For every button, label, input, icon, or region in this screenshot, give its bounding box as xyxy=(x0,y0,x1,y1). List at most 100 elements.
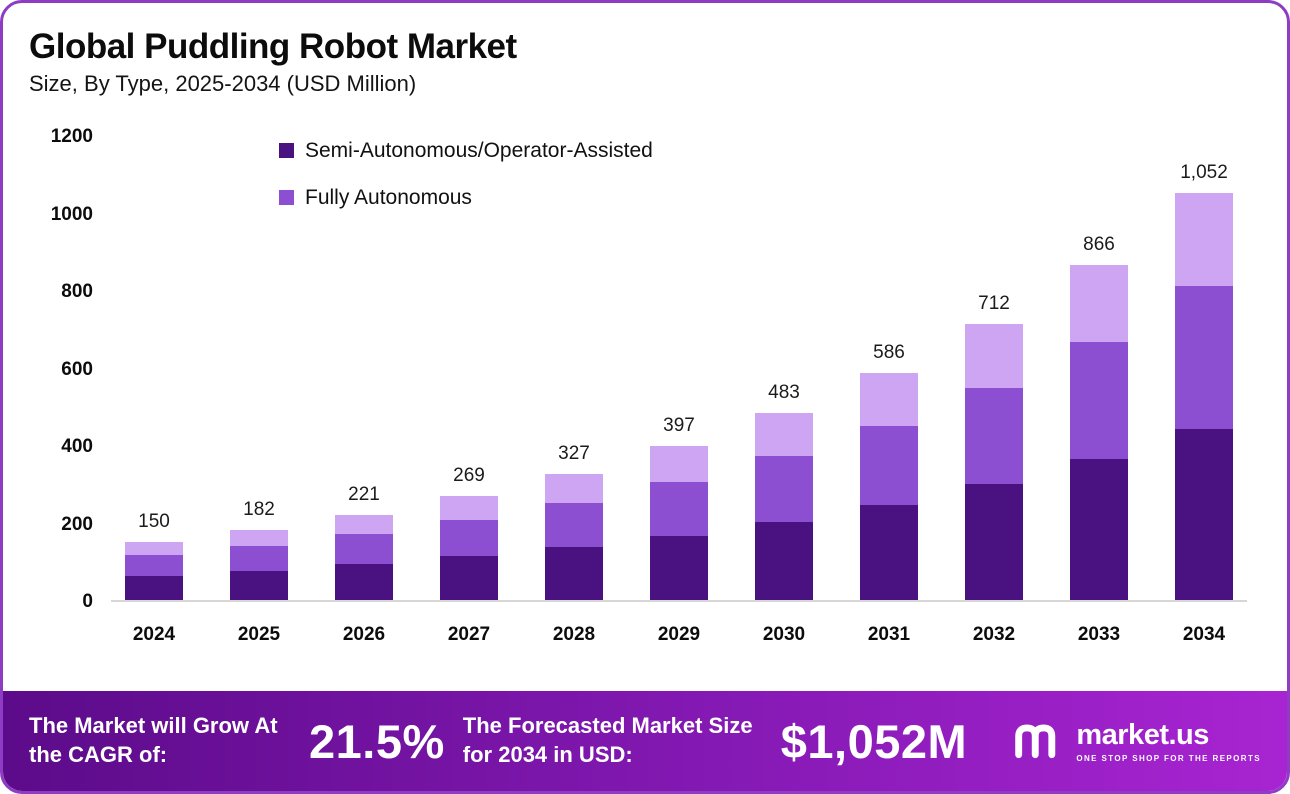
y-tick-label: 1000 xyxy=(50,203,93,225)
header: Global Puddling Robot Market Size, By Ty… xyxy=(3,3,1287,97)
legend-item: Semi-Autonomous/Operator-Assisted xyxy=(279,137,719,166)
bar-stack xyxy=(440,496,498,601)
bar-value-label: 221 xyxy=(348,483,380,505)
bar-segment-3 xyxy=(755,413,813,457)
x-axis-label: 2028 xyxy=(552,624,596,646)
bar-stack xyxy=(1175,192,1233,601)
legend-swatch xyxy=(279,190,294,206)
bar-group: 269 2027 xyxy=(440,465,498,645)
bar-group: 483 2030 xyxy=(755,382,813,645)
bar-stack xyxy=(650,446,708,601)
bar-stack xyxy=(335,514,393,601)
x-axis-label: 2024 xyxy=(132,624,176,646)
bar-value-label: 483 xyxy=(768,382,800,404)
bar-segment-3 xyxy=(335,514,393,535)
bar-group: 327 2028 xyxy=(545,442,603,645)
bar-segment-1 xyxy=(440,556,498,601)
plot-area: Semi-Autonomous/Operator-Assisted Fully A… xyxy=(111,137,1247,645)
x-axis-label: 2027 xyxy=(447,624,491,646)
bar-group: 712 2032 xyxy=(965,293,1023,645)
bar-group: 866 2033 xyxy=(1070,233,1128,645)
page-title: Global Puddling Robot Market xyxy=(29,27,517,66)
bar-segment-2 xyxy=(1070,341,1128,460)
bar-segment-2 xyxy=(860,425,918,505)
bar-stack xyxy=(125,542,183,601)
x-axis-label: 2031 xyxy=(867,624,911,646)
x-axis-label: 2032 xyxy=(972,624,1016,646)
bar-segment-1 xyxy=(335,564,393,601)
x-axis-label: 2025 xyxy=(237,624,281,646)
bar-segment-3 xyxy=(125,542,183,556)
bar-segment-2 xyxy=(335,534,393,565)
brand-name: market.us xyxy=(1076,719,1209,751)
bar-segment-2 xyxy=(230,546,288,571)
bar-group: 397 2029 xyxy=(650,415,708,645)
legend-label: Fully Autonomous xyxy=(305,186,472,210)
bar-segment-3 xyxy=(860,373,918,426)
y-tick-label: 0 xyxy=(82,591,93,613)
bar-segment-3 xyxy=(1070,264,1128,342)
bar-segment-3 xyxy=(545,473,603,503)
chart-legend: Semi-Autonomous/Operator-Assisted Fully A… xyxy=(279,137,719,213)
bar-value-label: 269 xyxy=(453,465,485,487)
x-axis-label: 2034 xyxy=(1182,624,1226,646)
bar-segment-3 xyxy=(650,446,708,482)
cagr-value: 21.5% xyxy=(309,714,445,768)
bar-stack xyxy=(230,529,288,601)
bar-group: 150 2024 xyxy=(125,511,183,645)
page-subtitle: Size, By Type, 2025-2034 (USD Million) xyxy=(29,71,417,97)
bar-value-label: 1,052 xyxy=(1180,161,1228,183)
forecast-value: $1,052M xyxy=(780,714,968,768)
legend-label: Semi-Autonomous/Operator-Assisted xyxy=(305,139,653,163)
bar-value-label: 397 xyxy=(663,415,695,437)
marketus-logo-icon xyxy=(1010,716,1066,767)
chart-area: 0 200 400 600 800 1000 1200 Semi-Autonomous/Op… xyxy=(23,126,1247,645)
forecast-label: The Forecasted Market Size for 2034 in U… xyxy=(462,713,753,767)
bar-segment-1 xyxy=(860,504,918,601)
bar-value-label: 327 xyxy=(558,442,590,464)
legend-item: Fully Autonomous xyxy=(279,184,719,213)
bar-segment-3 xyxy=(965,324,1023,388)
bar-segment-2 xyxy=(440,520,498,557)
y-tick-label: 800 xyxy=(61,281,93,303)
x-axis-label: 2029 xyxy=(657,624,701,646)
x-axis-label: 2026 xyxy=(342,624,386,646)
bar-segment-3 xyxy=(1175,192,1233,287)
x-axis-label: 2030 xyxy=(762,624,806,646)
bar-segment-2 xyxy=(755,456,813,522)
y-tick-label: 400 xyxy=(61,436,93,458)
y-tick-label: 200 xyxy=(61,513,93,535)
bar-segment-1 xyxy=(545,547,603,601)
bar-value-label: 150 xyxy=(138,511,170,533)
bar-segment-1 xyxy=(755,521,813,601)
y-axis: 0 200 400 600 800 1000 1200 xyxy=(23,126,95,612)
y-tick-label: 1200 xyxy=(50,126,93,148)
bar-value-label: 866 xyxy=(1083,233,1115,255)
brand-lockup: market.us ONE STOP SHOP FOR THE REPORTS xyxy=(1010,716,1261,767)
bar-segment-2 xyxy=(1175,286,1233,429)
bar-group: 182 2025 xyxy=(230,498,288,645)
bar-value-label: 182 xyxy=(243,498,275,520)
bar-segment-1 xyxy=(125,575,183,601)
bar-stack xyxy=(755,413,813,601)
legend-swatch xyxy=(279,143,294,159)
brand-tagline: ONE STOP SHOP FOR THE REPORTS xyxy=(1076,754,1261,763)
y-tick-label: 600 xyxy=(61,358,93,380)
bar-value-label: 586 xyxy=(873,342,905,364)
bar-segment-2 xyxy=(125,555,183,576)
x-axis-label: 2033 xyxy=(1077,624,1121,646)
bar-stack xyxy=(965,324,1023,601)
cagr-banner: The Market will Grow At the CAGR of: 21.… xyxy=(3,691,1287,791)
bar-segment-2 xyxy=(650,481,708,536)
bar-segment-1 xyxy=(965,484,1023,601)
bar-segment-3 xyxy=(440,496,498,521)
bar-value-label: 712 xyxy=(978,293,1010,315)
bar-segment-1 xyxy=(1175,428,1233,601)
brand-text: market.us ONE STOP SHOP FOR THE REPORTS xyxy=(1076,719,1261,763)
bar-segment-2 xyxy=(965,387,1023,485)
bar-segment-1 xyxy=(230,570,288,601)
bar-segment-1 xyxy=(1070,459,1128,601)
bar-group: 586 2031 xyxy=(860,342,918,645)
bar-stack xyxy=(545,473,603,601)
